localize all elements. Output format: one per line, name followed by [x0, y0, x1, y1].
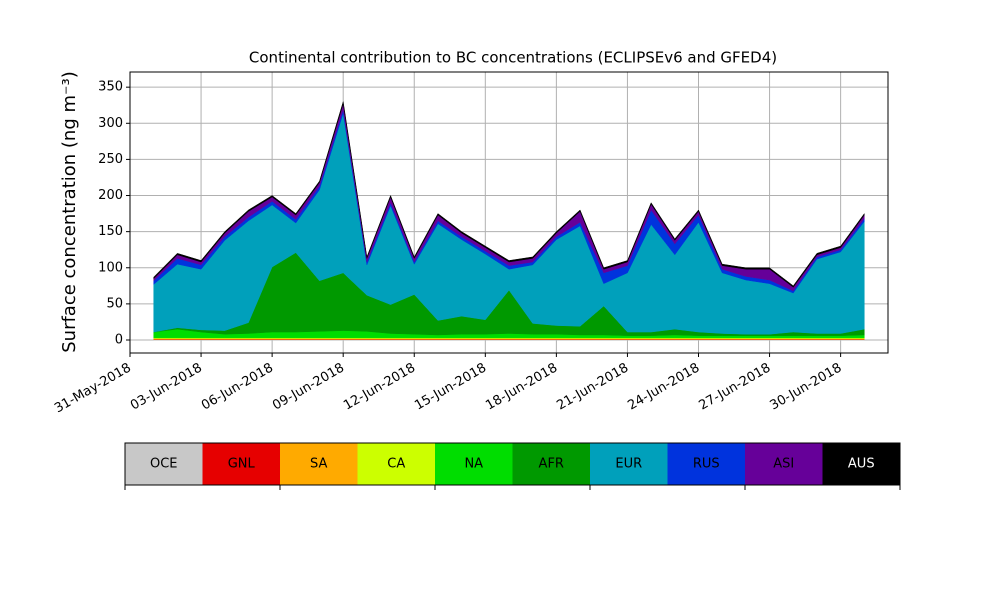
- legend-label: NA: [464, 457, 483, 472]
- x-tick-label: 09-Jun-2018: [270, 361, 347, 414]
- legend-label: SA: [310, 457, 327, 472]
- legend-label: EUR: [615, 457, 642, 472]
- y-tick-label: 200: [98, 188, 123, 203]
- x-tick-label: 03-Jun-2018: [128, 361, 205, 414]
- y-tick-label: 150: [98, 224, 123, 239]
- legend-swatch: [590, 443, 668, 485]
- x-tick-label: 27-Jun-2018: [696, 361, 773, 414]
- y-tick-label: 300: [98, 116, 123, 131]
- legend-label: AFR: [539, 457, 564, 472]
- legend-label: OCE: [150, 457, 178, 472]
- x-tick-label: 06-Jun-2018: [199, 361, 276, 414]
- legend-label: RUS: [693, 457, 720, 472]
- x-tick-label: 18-Jun-2018: [483, 361, 560, 414]
- x-tick-label: 24-Jun-2018: [625, 361, 702, 414]
- legend-label: ASI: [773, 457, 794, 472]
- plot-frame: [129, 71, 889, 354]
- y-axis-label: Surface concentration (ng m⁻³): [59, 71, 80, 353]
- y-tick-label: 100: [98, 260, 123, 275]
- legend-swatch: [202, 443, 280, 485]
- legend-swatch: [512, 443, 590, 485]
- legend-label: GNL: [228, 457, 256, 472]
- y-tick-label: 50: [106, 296, 123, 311]
- legend-label: AUS: [848, 457, 875, 472]
- y-tick-label: 250: [98, 152, 123, 167]
- chart-title: Continental contribution to BC concentra…: [249, 49, 777, 67]
- legend-frame: [124, 442, 901, 486]
- legend-swatch: [822, 443, 900, 485]
- legend-swatch: [745, 443, 823, 485]
- y-tick-label: 350: [98, 80, 123, 95]
- legend-label: CA: [387, 457, 405, 472]
- x-tick-label: 15-Jun-2018: [412, 361, 489, 414]
- x-tick-label: 12-Jun-2018: [341, 361, 418, 414]
- x-tick-label: 30-Jun-2018: [768, 361, 845, 414]
- x-tick-label: 31-May-2018: [52, 361, 134, 417]
- legend-swatch: [357, 443, 435, 485]
- area: [153, 101, 865, 288]
- legend-swatch: [280, 443, 358, 485]
- legend-swatch: [125, 443, 203, 485]
- y-tick-label: 0: [115, 332, 123, 347]
- legend-swatch: [435, 443, 513, 485]
- legend-swatch: [667, 443, 745, 485]
- x-tick-label: 21-Jun-2018: [554, 361, 631, 414]
